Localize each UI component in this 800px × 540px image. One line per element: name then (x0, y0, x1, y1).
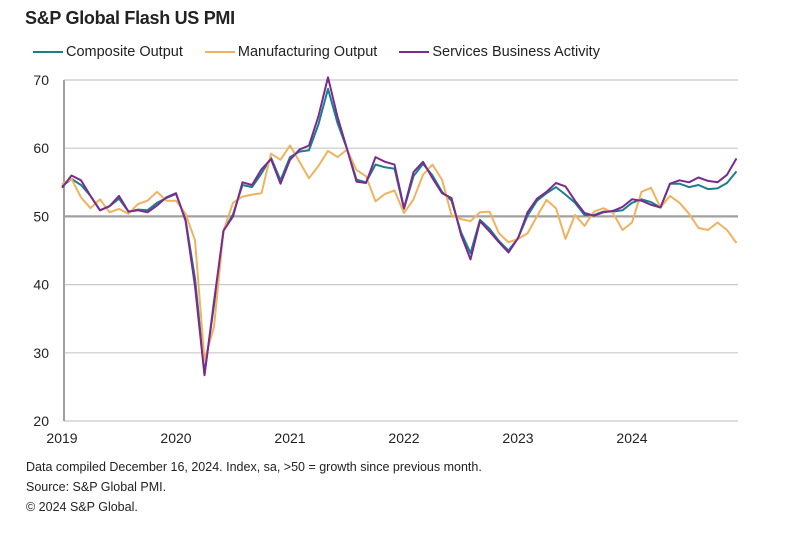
x-tick-label: 2020 (160, 430, 191, 446)
legend-swatch-manufacturing (204, 51, 235, 53)
legend-item-composite: Composite Output (33, 44, 183, 60)
legend-item-services: Services Business Activity (399, 44, 600, 60)
x-tick-label: 2021 (274, 430, 305, 446)
x-tick-label: 2023 (502, 430, 533, 446)
y-tick-label: 20 (33, 413, 49, 429)
legend-label-services: Services Business Activity (432, 44, 600, 60)
series-line-composite (61, 87, 738, 375)
y-tick-label: 50 (33, 208, 49, 224)
series-line-services (61, 76, 738, 377)
y-tick-label: 30 (33, 345, 49, 361)
chart-title: S&P Global Flash US PMI (25, 8, 235, 28)
x-tick-label: 2019 (46, 430, 77, 446)
legend-swatch-services (399, 51, 430, 53)
x-tick-label: 2024 (616, 430, 647, 446)
legend-item-manufacturing: Manufacturing Output (204, 44, 378, 60)
legend-label-composite: Composite Output (66, 44, 183, 60)
x-tick-label: 2022 (388, 430, 419, 446)
footer-source: Source: S&P Global PMI. (26, 480, 167, 494)
series-line-manufacturing (61, 144, 738, 362)
legend-swatch-composite (33, 51, 63, 53)
y-tick-label: 60 (33, 140, 49, 156)
footer-copyright: © 2024 S&P Global. (26, 500, 138, 514)
legend-label-manufacturing: Manufacturing Output (237, 44, 378, 60)
legend: Composite Output Manufacturing Output Se… (33, 44, 600, 60)
y-tick-label: 70 (33, 72, 49, 88)
footer-note: Data compiled December 16, 2024. Index, … (26, 460, 482, 474)
y-tick-label: 40 (33, 277, 49, 293)
